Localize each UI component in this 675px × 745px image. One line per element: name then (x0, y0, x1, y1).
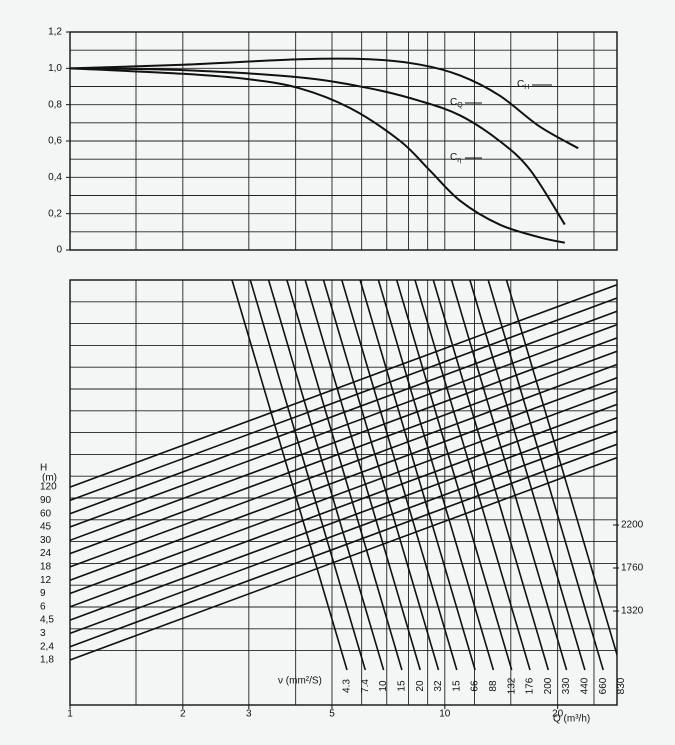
viscosity-label: 10 (378, 680, 389, 692)
h-value-label: 4,5 (40, 615, 54, 626)
viscosity-line (322, 280, 440, 671)
h-value-label: 18 (40, 562, 52, 573)
right-value-label: 1760 (621, 563, 644, 574)
y-tick-label: 0,2 (48, 208, 62, 219)
right-value-label: 1320 (621, 606, 644, 617)
curve (70, 67, 566, 226)
viscosity-label: 66 (470, 680, 481, 692)
viscosity-label: 132 (506, 677, 517, 694)
curve (70, 67, 566, 244)
viscosity-line (267, 280, 385, 671)
nu-label: ν (mm²/S) (278, 676, 322, 687)
y-tick-label: 0,8 (48, 99, 62, 110)
head-line (70, 443, 617, 648)
viscosity-label: 15 (451, 680, 462, 692)
x-tick-label: 2 (180, 709, 186, 720)
correction-chart: 0 0,2 0,4 0,6 0,8 1,0 1,2 (48, 27, 617, 256)
nomogram-chart: 1 2 3 5 10 201,82,434,569121824304560901204.3… (40, 280, 644, 720)
h-value-label: 9 (40, 588, 46, 599)
curve (70, 57, 579, 150)
viscosity-line (377, 280, 495, 671)
h-value-label: 30 (40, 535, 52, 546)
y-tick-label: 1,0 (48, 63, 62, 74)
viscosity-label: 32 (433, 680, 444, 692)
viscosity-line (450, 280, 568, 671)
head-line (70, 416, 617, 621)
viscosity-label: 15 (397, 680, 408, 692)
viscosity-label: 176 (525, 677, 536, 694)
viscosity-line (231, 280, 348, 671)
viscosity-label: 200 (543, 677, 554, 694)
head-line (70, 403, 617, 608)
head-line (70, 363, 617, 568)
viscosity-label: 440 (580, 677, 591, 694)
h-value-label: 60 (40, 508, 52, 519)
h-value-label: 2,4 (40, 641, 54, 652)
head-line (70, 350, 617, 555)
viscosity-line (505, 280, 617, 658)
legend-ch: CH (517, 79, 529, 91)
viscosity-line (341, 280, 458, 671)
viscosity-line (286, 280, 403, 671)
bottom-frame (69, 279, 618, 706)
x-tick-label: 20 (552, 709, 564, 720)
x-tick-label: 1 (67, 709, 73, 720)
h-value-label: 45 (40, 522, 52, 533)
viscosity-label: 88 (488, 680, 499, 692)
viscosity-label: 4.3 (342, 679, 353, 693)
viscosity-line (469, 280, 586, 671)
h-value-label: 90 (40, 495, 52, 506)
x-tick-label: 5 (329, 709, 335, 720)
viscosity-label: 20 (415, 680, 426, 692)
head-line (70, 297, 617, 502)
h-value-label: 24 (40, 548, 52, 559)
h-value-label: 1,8 (40, 655, 54, 666)
h-unit: (m) (42, 473, 57, 484)
viscosity-label: 7.4 (360, 679, 371, 693)
h-label: H (40, 463, 47, 474)
x-tick-label: 10 (439, 709, 451, 720)
right-value-label: 2200 (621, 520, 644, 531)
viscosity-line (359, 280, 476, 671)
head-line (70, 456, 617, 661)
h-value-label: 120 (40, 482, 57, 493)
viscosity-line (432, 280, 550, 671)
y-tick-label: 0 (56, 245, 62, 256)
h-value-label: 12 (40, 575, 52, 586)
legend-ceta: Cη (450, 152, 461, 164)
head-line (70, 377, 617, 581)
viscosity-line (487, 280, 604, 671)
head-line (70, 283, 617, 488)
viscosity-line (395, 280, 513, 671)
head-line (70, 337, 617, 542)
viscosity-line (414, 280, 531, 671)
h-value-label: 6 (40, 601, 46, 612)
y-tick-label: 0,6 (48, 136, 62, 147)
y-tick-label: 0,4 (48, 172, 62, 183)
x-axis-label: Q (m³/h) (553, 714, 590, 725)
legend-cq: CQ (450, 97, 463, 109)
x-tick-label: 3 (246, 709, 252, 720)
viscosity-label: 660 (598, 677, 609, 694)
head-line (70, 390, 617, 595)
h-value-label: 3 (40, 628, 46, 639)
viscosity-label: 330 (561, 677, 572, 694)
head-line (70, 323, 617, 528)
top-frame (69, 31, 618, 251)
viscosity-line (249, 280, 367, 671)
viscosity-line (304, 280, 421, 671)
y-tick-label: 1,2 (48, 27, 62, 38)
viscosity-label: 830 (616, 677, 627, 694)
